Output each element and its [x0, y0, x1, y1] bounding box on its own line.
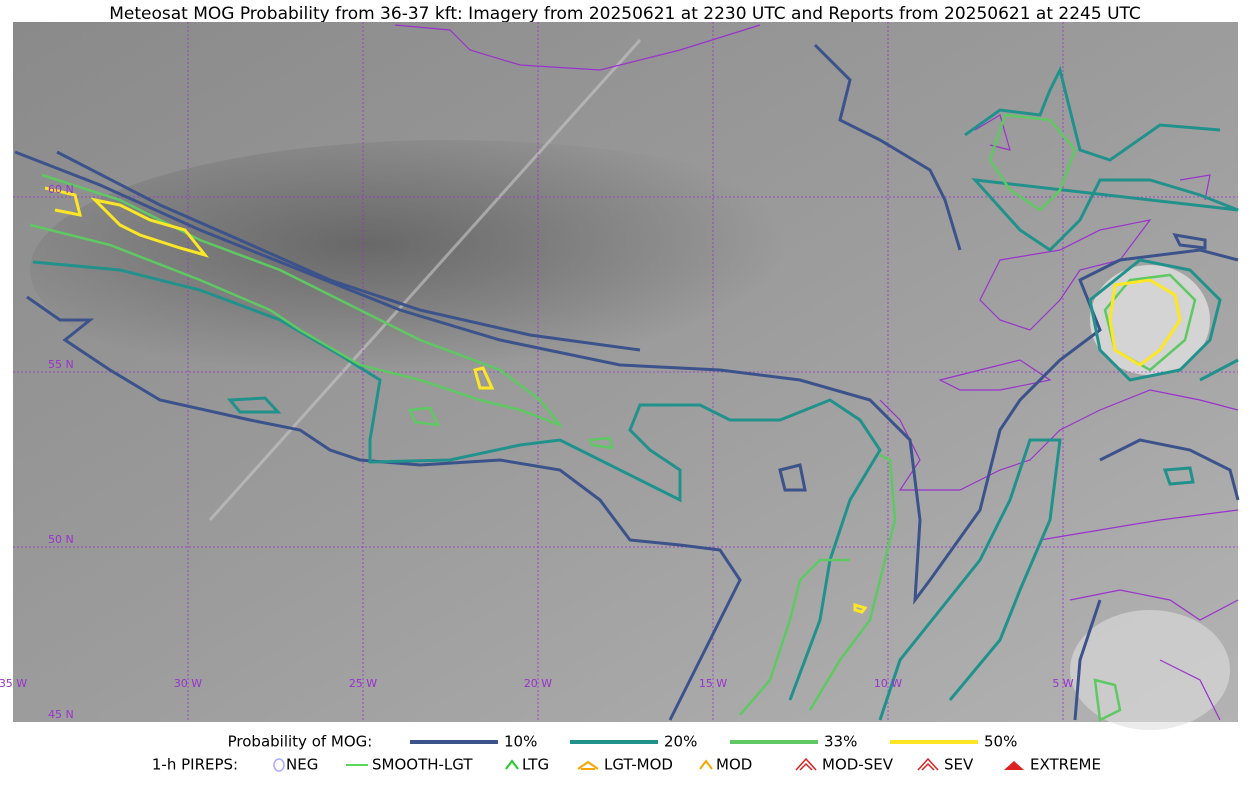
- lat-labels: 60 N 55 N 50 N 45 N: [48, 183, 74, 721]
- legend-label: 10%: [504, 733, 537, 751]
- legend-label: 50%: [984, 733, 1017, 751]
- legend-label: NEG: [286, 756, 318, 774]
- legend-label: LGT-MOD: [604, 756, 673, 774]
- lat-label: 50 N: [48, 533, 74, 546]
- lat-label: 45 N: [48, 708, 74, 721]
- legend-title: 1-h PIREPS:: [152, 756, 238, 774]
- pirep-symbol: [1004, 761, 1024, 770]
- cloud: [1070, 610, 1230, 730]
- lat-label: 60 N: [48, 183, 74, 196]
- pirep-symbol: [795, 757, 817, 771]
- lon-label: 35 W: [0, 677, 27, 690]
- dark-band: [30, 140, 870, 400]
- legend-title: Probability of MOG:: [228, 733, 373, 751]
- lat-label: 55 N: [48, 358, 74, 371]
- coastlines: [394, 24, 1239, 721]
- pirep-items: NEG SMOOTH-LGT LTG LGT-MOD MOD MOD-SEV SEV EXTR…: [273, 756, 1101, 774]
- legend-label: MOD: [716, 756, 752, 774]
- lon-label: 5 W: [1052, 677, 1073, 690]
- title: Meteosat MOG Probability from 36-37 kft:…: [109, 4, 1141, 24]
- legend-label: SMOOTH-LGT: [372, 756, 473, 774]
- pirep-symbol: [699, 759, 713, 770]
- legend-label: MOD-SEV: [822, 756, 894, 774]
- map: 60 N 55 N 50 N 45 N 35 W 30 W 25 W 20 W 15 W 10 …: [0, 22, 1240, 730]
- lon-label: 15 W: [699, 677, 727, 690]
- probability-items: 10% 20% 33% 50%: [410, 733, 1017, 751]
- contours: [14, 43, 1240, 722]
- legend-label: SEV: [944, 756, 974, 774]
- lon-label: 10 W: [874, 677, 902, 690]
- legend-label: EXTREME: [1030, 756, 1101, 774]
- pirep-symbol: [273, 758, 285, 772]
- pirep-symbol: [917, 757, 939, 771]
- lon-label: 30 W: [174, 677, 202, 690]
- legend: Probability of MOG: 1-h PIREPS: 10% 20% 33…: [152, 733, 1101, 774]
- contrail: [208, 38, 642, 522]
- graticule: [13, 22, 1238, 722]
- legend-label: LTG: [522, 756, 549, 774]
- pirep-symbol: [577, 760, 599, 770]
- lon-label: 20 W: [524, 677, 552, 690]
- legend-label: 20%: [664, 733, 697, 751]
- lon-labels: 35 W 30 W 25 W 20 W 15 W 10 W 5 W: [0, 677, 1074, 690]
- lon-label: 25 W: [349, 677, 377, 690]
- pirep-symbol: [505, 759, 519, 770]
- legend-label: 33%: [824, 733, 857, 751]
